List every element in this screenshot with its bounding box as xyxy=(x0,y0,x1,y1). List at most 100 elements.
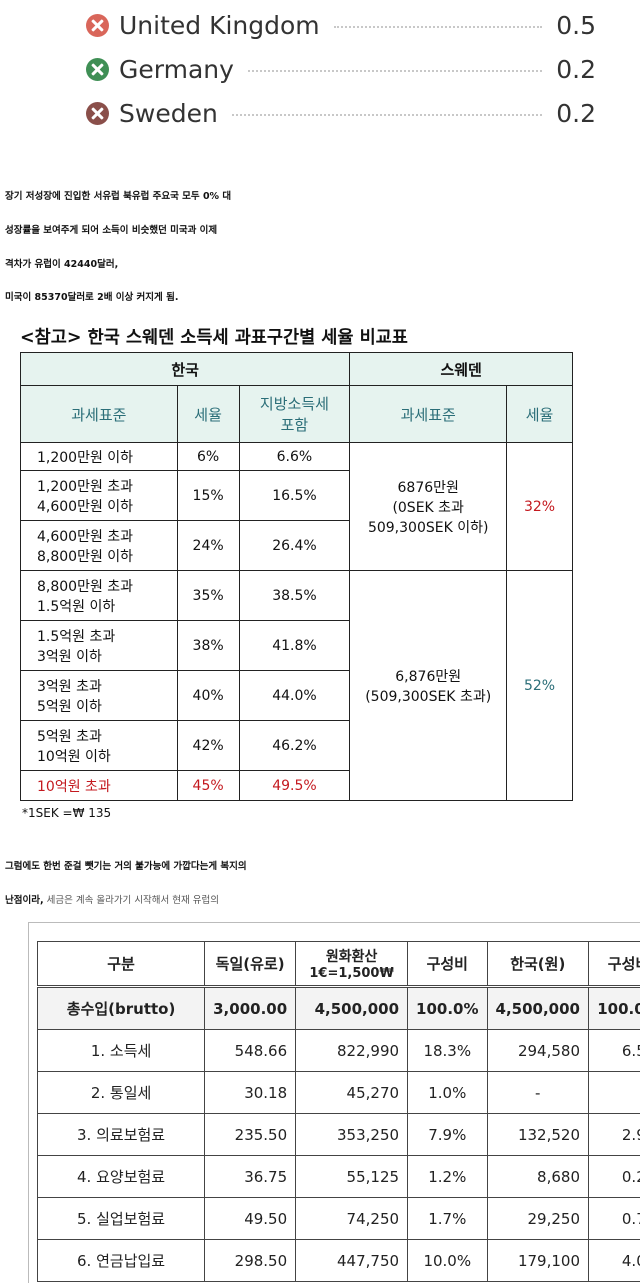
se-bracket-cell: 6876만원 (0SEK 초과 509,300SEK 이하) xyxy=(350,443,507,571)
cell-value: 30.18 xyxy=(205,1072,296,1114)
cell-value: 353,250 xyxy=(296,1114,408,1156)
dotted-leader xyxy=(232,114,542,116)
se-bracket-line: 6876만원 xyxy=(350,477,506,497)
rate-cell: 6% xyxy=(177,443,239,471)
rate-cell: 15% xyxy=(177,471,239,521)
bracket-cell: 1,200만원 이하 xyxy=(21,443,178,471)
se-bracket-line: (509,300SEK 초과) xyxy=(350,686,506,706)
table-row: 8,800만원 초과 1.5억원 이하 35% 38.5% 6,876만원 (5… xyxy=(21,571,573,621)
bracket-line: 4,600만원 초과 xyxy=(37,526,177,546)
cell-value: 6.5% xyxy=(589,1030,640,1072)
bracket-line: 5억원 초과 xyxy=(37,726,177,746)
bracket-line: 8,800만원 초과 xyxy=(37,576,177,596)
col-header-local: 지방소득세 포함 xyxy=(239,386,350,443)
country-row: United Kingdom 0.5 xyxy=(86,3,596,47)
cell-value: 36.75 xyxy=(205,1156,296,1198)
rate-cell: 35% xyxy=(177,571,239,621)
income-comparison-table: 구분 독일(유로) 원화환산 1€=1,500₩ 구성비 한국(원) 구성비 총… xyxy=(37,941,640,1282)
col-header: 한국(원) xyxy=(487,942,588,987)
cell-value: 18.3% xyxy=(408,1030,487,1072)
cell-value: 7.9% xyxy=(408,1114,487,1156)
income-table-frame: 구분 독일(유로) 원화환산 1€=1,500₩ 구성비 한국(원) 구성비 총… xyxy=(28,922,640,1283)
paragraph-line: 장기 저성장에 진입한 서유럽 북유럽 주요국 모두 0% 대 xyxy=(5,188,231,202)
col-header: 구성비 xyxy=(408,942,487,987)
cell-value: 49.50 xyxy=(205,1198,296,1240)
rate-cell: 24% xyxy=(177,521,239,571)
bracket-line: 1,200만원 초과 xyxy=(37,476,177,496)
se-rate-cell: 52% xyxy=(507,571,573,801)
cell-value: 548.66 xyxy=(205,1030,296,1072)
paragraph-line: 격차가 유럽이 42440달러, xyxy=(5,256,118,270)
cell-value: 447,750 xyxy=(296,1240,408,1282)
country-value: 0.5 xyxy=(556,11,596,40)
row-label: 1. 소득세 xyxy=(38,1030,205,1072)
sweden-header: 스웨덴 xyxy=(350,353,573,386)
local-rate-cell: 16.5% xyxy=(239,471,350,521)
country-name: Germany xyxy=(119,55,234,84)
row-label: 4. 요양보험료 xyxy=(38,1156,205,1198)
x-circle-icon xyxy=(86,102,109,125)
dotted-leader xyxy=(334,26,542,28)
cell-value: 0.2% xyxy=(589,1156,640,1198)
col-header-local-line: 포함 xyxy=(240,414,350,435)
paragraph-line: 그럼에도 한번 준걸 뺏기는 거의 불가능에 가깝다는게 복지의 xyxy=(5,858,247,872)
row-label: 총수입(brutto) xyxy=(38,987,205,1030)
col-header-line: 1€=1,500₩ xyxy=(304,966,399,981)
bracket-line: 10억원 이하 xyxy=(37,746,177,766)
country-row: Germany 0.2 xyxy=(86,47,596,91)
dotted-leader xyxy=(248,70,542,72)
col-header: 독일(유로) xyxy=(205,942,296,987)
cell-value: 100.0% xyxy=(589,987,640,1030)
table-row: 총수입(brutto) 3,000.00 4,500,000 100.0% 4,… xyxy=(38,987,640,1030)
bracket-cell: 10억원 초과 xyxy=(21,771,178,801)
cell-value: 294,580 xyxy=(487,1030,588,1072)
cell-value: - xyxy=(589,1072,640,1114)
se-bracket-line: 509,300SEK 이하) xyxy=(350,517,506,537)
table-row: 6. 연금납입료 298.50 447,750 10.0% 179,100 4.… xyxy=(38,1240,640,1282)
cell-value: 132,520 xyxy=(487,1114,588,1156)
x-circle-icon xyxy=(86,58,109,81)
row-label: 3. 의료보험료 xyxy=(38,1114,205,1156)
country-value: 0.2 xyxy=(556,55,596,84)
tax-comparison-table: 한국 스웨덴 과세표준 세율 지방소득세 포함 과세표준 세율 1,200만원 … xyxy=(20,352,573,801)
cell-value: 4,500,000 xyxy=(487,987,588,1030)
table-row: 1,200만원 이하 6% 6.6% 6876만원 (0SEK 초과 509,3… xyxy=(21,443,573,471)
cell-value: 3,000.00 xyxy=(205,987,296,1030)
table-row: 2. 통일세 30.18 45,270 1.0% - - xyxy=(38,1072,640,1114)
bracket-cell: 4,600만원 초과 8,800만원 이하 xyxy=(21,521,178,571)
bracket-cell: 1,200만원 초과 4,600만원 이하 xyxy=(21,471,178,521)
table-row: 3. 의료보험료 235.50 353,250 7.9% 132,520 2.9… xyxy=(38,1114,640,1156)
rate-cell: 38% xyxy=(177,621,239,671)
cell-value: 1.2% xyxy=(408,1156,487,1198)
paragraph-rest: 세금은 계속 올라가기 시작해서 현재 유럽의 xyxy=(44,895,219,906)
row-label: 6. 연금납입료 xyxy=(38,1240,205,1282)
exchange-note: *1SEK =₩ 135 xyxy=(22,806,111,820)
cell-value: 822,990 xyxy=(296,1030,408,1072)
bracket-line: 3억원 초과 xyxy=(37,676,177,696)
table-row: 1. 소득세 548.66 822,990 18.3% 294,580 6.5% xyxy=(38,1030,640,1072)
bracket-cell: 5억원 초과 10억원 이하 xyxy=(21,721,178,771)
col-header-local-line: 지방소득세 xyxy=(240,393,350,414)
cell-value: 2.9% xyxy=(589,1114,640,1156)
paragraph-line: 난점이라, 세금은 계속 올라가기 시작해서 현재 유럽의 xyxy=(5,892,219,906)
local-rate-cell: 44.0% xyxy=(239,671,350,721)
col-header-line: 원화환산 xyxy=(304,946,399,966)
table-row: 4. 요양보험료 36.75 55,125 1.2% 8,680 0.2% xyxy=(38,1156,640,1198)
cell-value: - xyxy=(487,1072,588,1114)
rate-cell: 45% xyxy=(177,771,239,801)
rate-cell: 42% xyxy=(177,721,239,771)
cell-value: 179,100 xyxy=(487,1240,588,1282)
local-rate-cell: 46.2% xyxy=(239,721,350,771)
paragraph-line: 성장률을 보여주게 되어 소득이 비슷했던 미국과 이제 xyxy=(5,222,217,236)
bracket-cell: 1.5억원 초과 3억원 이하 xyxy=(21,621,178,671)
cell-value: 74,250 xyxy=(296,1198,408,1240)
col-header-se-base: 과세표준 xyxy=(350,386,507,443)
col-header-rate: 세율 xyxy=(177,386,239,443)
col-header: 구성비 xyxy=(589,942,640,987)
bracket-line: 5억원 이하 xyxy=(37,696,177,716)
tax-table-title: <참고> 한국 스웨덴 소득세 과표구간별 세율 비교표 xyxy=(20,324,408,349)
rate-cell: 40% xyxy=(177,671,239,721)
bracket-cell: 3억원 초과 5억원 이하 xyxy=(21,671,178,721)
cell-value: 45,270 xyxy=(296,1072,408,1114)
cell-value: 29,250 xyxy=(487,1198,588,1240)
